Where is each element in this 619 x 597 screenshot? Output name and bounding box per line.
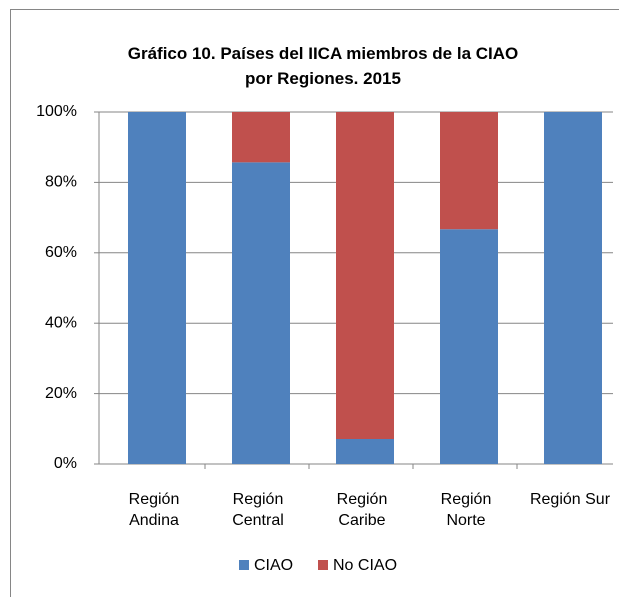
legend-label: No CIAO [333,557,397,574]
bar-segment [128,112,186,464]
bar-segment [336,439,394,464]
bar-segment [440,112,498,230]
y-tick-label: 100% [36,103,77,120]
x-tick-label: Región Andina [129,491,180,529]
bar-segment [232,112,290,163]
chart-title: Gráfico 10. Países del IICA miembros de … [128,44,519,88]
bar-segment [440,229,498,464]
bar-segment [232,162,290,464]
x-tick-label: Región Caribe [337,491,388,529]
bar-segment [544,112,602,464]
y-tick-label: 40% [45,314,77,331]
y-tick-label: 60% [45,244,77,261]
x-tick-label: Región Norte [441,491,492,529]
y-tick-label: 20% [45,385,77,402]
legend-swatch [239,560,249,570]
x-tick-label: Región Sur [530,491,611,508]
legend-label: CIAO [254,557,293,574]
y-tick-label: 0% [54,455,77,472]
x-tick-label: Región Central [232,491,284,529]
bar-segment [336,112,394,440]
legend-swatch [318,560,328,570]
y-tick-label: 80% [45,174,77,191]
